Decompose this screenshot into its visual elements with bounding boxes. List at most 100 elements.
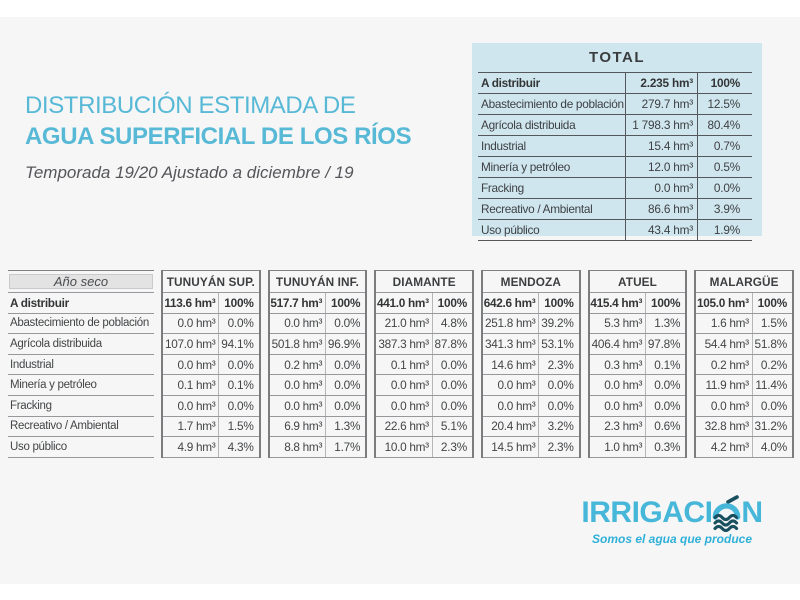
percent-cell: 0.0% [654,378,681,393]
title-block: DISTRIBUCIÓN ESTIMADA DE AGUA SUPERFICIA… [25,90,412,183]
percent-cell: 0.0% [227,316,254,331]
river-column: TUNUYÁN SUP. 113.6 hm³ 100% 0.0 hm³ 0.0% 107.… [161,270,261,458]
data-row: 0.0 hm³ 0.0% [269,375,366,396]
volume-cell: 1.7 hm³ [163,416,220,437]
volume-cell: 517.7 hm³ [270,293,327,313]
data-row: 0.0 hm³ 0.0% [482,395,579,417]
percent-cell: 1.5% [760,316,787,331]
page-title-line1: DISTRIBUCIÓN ESTIMADA DE [25,92,356,119]
total-row-value: 1 798.3 hm³ [625,115,697,135]
labels-column: Año seco A distribuir Abastecimiento de p… [8,270,154,458]
percent-cell: 0.0% [547,378,574,393]
volume-cell: 32.8 hm³ [696,416,753,437]
volume-cell: 14.5 hm³ [483,437,540,457]
volume-cell: 1.0 hm³ [590,437,647,457]
bottom-white-strip [0,584,800,600]
percent-cell: 51.8% [754,336,788,351]
volume-cell: 8.8 hm³ [270,437,327,457]
volume-cell: 113.6 hm³ [163,293,220,313]
volume-cell: 341.3 hm³ [483,334,540,354]
total-table-row: A distribuir 2.235 hm³ 100% [478,72,752,93]
percent-cell: 1.7% [334,439,361,454]
percent-cell: 0.0% [227,398,254,413]
total-row-value: 0.0 hm³ [625,178,697,198]
total-row-percent: 12.5% [697,94,752,114]
distribution-table: Año seco A distribuir Abastecimiento de p… [8,270,794,458]
data-row: 107.0 hm³ 94.1% [163,334,259,355]
data-row: 0.0 hm³ 0.0% [163,395,259,417]
volume-cell: 14.6 hm³ [483,354,540,375]
total-row-label: A distribuir [481,76,540,90]
percent-cell: 2.3% [440,439,467,454]
logo-text-right: N [741,496,763,529]
data-row: 0.1 hm³ 0.1% [163,375,259,396]
total-row-label: Agrícola distribuida [481,118,576,132]
data-row: 1.6 hm³ 1.5% [696,313,792,335]
percent-cell: 87.8% [434,336,468,351]
river-column-header: TUNUYÁN SUP. [163,270,259,293]
row-label: Minería y petróleo [8,375,154,396]
total-row-percent: 100% [697,73,752,93]
total-table-title: TOTAL [588,49,646,66]
data-row: 113.6 hm³ 100% [163,293,259,314]
percent-cell: 0.0% [334,378,361,393]
percent-cell: 0.0% [440,398,467,413]
percent-cell: 31.2% [754,419,788,434]
data-row: 10.0 hm³ 2.3% [376,437,472,458]
data-row: 6.9 hm³ 1.3% [269,416,366,438]
volume-cell: 0.0 hm³ [483,395,540,416]
volume-cell: 20.4 hm³ [483,416,540,437]
data-row: 0.0 hm³ 0.0% [269,395,366,417]
percent-cell: 0.0% [227,357,254,372]
volume-cell: 0.0 hm³ [376,375,433,395]
volume-cell: 0.0 hm³ [270,313,327,334]
total-table-row: Uso público 43.4 hm³ 1.9% [478,219,752,240]
data-row: 251.8 hm³ 39.2% [482,313,579,335]
percent-cell: 97.8% [647,336,681,351]
data-row: 0.0 hm³ 0.0% [163,313,259,335]
top-white-strip [0,0,800,17]
percent-cell: 3.2% [547,419,574,434]
total-row-label: Industrial [481,139,526,153]
volume-cell: 22.6 hm³ [376,416,433,437]
volume-cell: 0.2 hm³ [696,354,753,375]
total-row-percent: 3.9% [697,199,752,219]
percent-cell: 0.0% [760,398,787,413]
data-row: 4.2 hm³ 4.0% [696,437,792,458]
data-row: 0.0 hm³ 0.0% [376,375,472,396]
page-subtitle: Temporada 19/20 Ajustado a diciembre / 1… [25,163,354,182]
total-table-row: Agrícola distribuida 1 798.3 hm³ 80.4% [478,114,752,135]
percent-cell: 0.1% [227,378,254,393]
row-label: Industrial [8,355,154,376]
total-table-row: Minería y petróleo 12.0 hm³ 0.5% [478,156,752,177]
percent-cell: 53.1% [541,336,574,351]
total-table-row: Fracking 0.0 hm³ 0.0% [478,177,752,198]
total-row-label: Uso público [481,223,540,237]
percent-cell: 2.3% [547,357,574,372]
volume-cell: 0.0 hm³ [163,354,220,375]
percent-cell: 0.0% [654,398,681,413]
total-row-label: Fracking [481,181,524,195]
percent-cell: 11.4% [755,378,787,393]
total-row-percent: 0.5% [697,157,752,177]
river-column-header: MALARGÜE [696,270,792,293]
volume-cell: 1.6 hm³ [696,313,753,334]
volume-cell: 501.8 hm³ [270,334,327,354]
total-row-label: Abastecimiento de población [481,97,624,111]
percent-cell: 0.0% [334,316,361,331]
volume-cell: 10.0 hm³ [376,437,433,457]
river-column-header: TUNUYÁN INF. [269,270,366,293]
data-row: 4.9 hm³ 4.3% [163,437,259,458]
volume-cell: 0.2 hm³ [270,354,327,375]
row-label: Uso público [8,437,154,458]
logo-text-left: IRRIGACI [581,496,713,529]
row-label: A distribuir [8,293,154,314]
data-row: 32.8 hm³ 31.2% [696,416,792,438]
volume-cell: 107.0 hm³ [163,334,220,354]
volume-cell: 0.1 hm³ [376,354,433,375]
percent-cell: 4.0% [760,439,787,454]
data-row: 517.7 hm³ 100% [269,293,366,314]
percent-cell: 0.1% [654,357,681,372]
total-row-percent: 0.7% [697,136,752,156]
